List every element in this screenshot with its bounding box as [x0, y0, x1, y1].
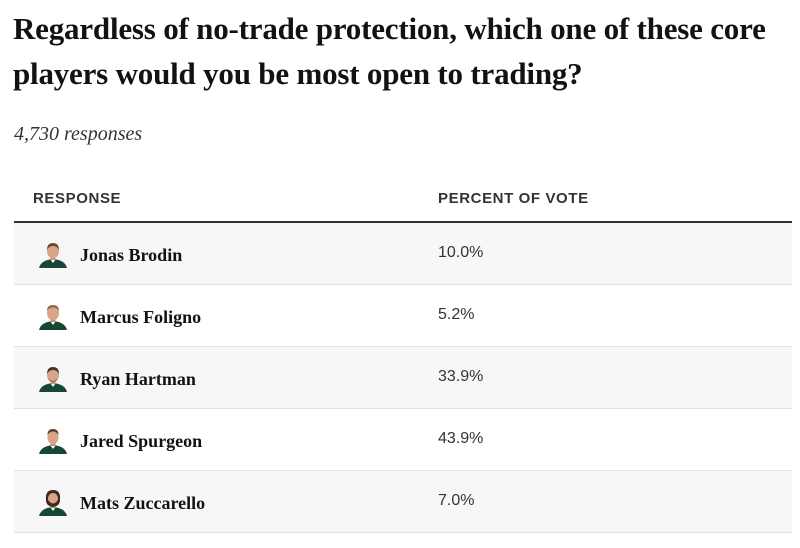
vote-percent: 5.2%	[438, 306, 475, 323]
player-headshot-icon	[37, 366, 69, 392]
column-header-percent: PERCENT OF VOTE	[438, 190, 589, 207]
player-headshot-icon	[37, 242, 69, 268]
player-headshot-icon	[37, 428, 69, 454]
results-table: RESPONSE PERCENT OF VOTE Jonas Brodin 10…	[14, 175, 792, 533]
table-row: Ryan Hartman 33.9%	[14, 347, 792, 409]
table-row: Jonas Brodin 10.0%	[14, 223, 792, 285]
player-name: Mats Zuccarello	[80, 493, 206, 513]
table-header: RESPONSE PERCENT OF VOTE	[14, 175, 792, 223]
player-name: Jonas Brodin	[80, 245, 183, 265]
vote-percent: 43.9%	[438, 430, 484, 447]
response-count: 4,730 responses	[14, 123, 143, 145]
player-headshot-icon	[37, 304, 69, 330]
poll-question: Regardless of no-trade protection, which…	[13, 11, 766, 91]
vote-percent: 7.0%	[438, 492, 475, 509]
table-row: Marcus Foligno 5.2%	[14, 285, 792, 347]
player-name: Ryan Hartman	[80, 369, 196, 389]
table-row: Mats Zuccarello 7.0%	[14, 471, 792, 533]
player-name: Marcus Foligno	[80, 307, 202, 327]
player-headshot-icon	[37, 490, 69, 516]
player-name: Jared Spurgeon	[80, 431, 203, 451]
table-row: Jared Spurgeon 43.9%	[14, 409, 792, 471]
column-header-response: RESPONSE	[33, 190, 122, 207]
vote-percent: 33.9%	[438, 368, 484, 385]
vote-percent: 10.0%	[438, 244, 484, 261]
